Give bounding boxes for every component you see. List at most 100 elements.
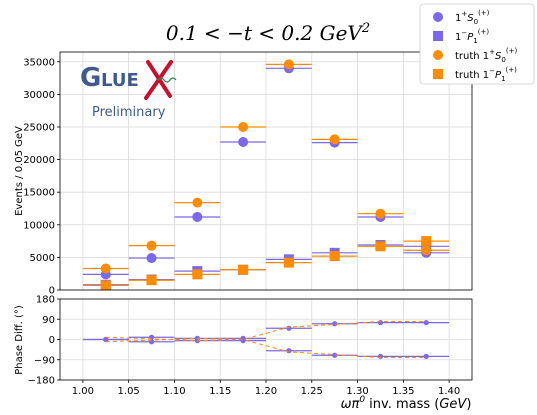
phase-point <box>103 336 109 343</box>
legend-label-part: 0 <box>501 56 505 64</box>
data-point-circle <box>100 263 111 274</box>
data-point-square <box>283 257 294 268</box>
logo-gluon-wave <box>157 77 177 83</box>
phase-y-tick-label: −180 <box>28 376 55 387</box>
phase-marks <box>82 320 450 359</box>
data-point-circle <box>146 253 157 264</box>
legend-label-part: 1 <box>455 13 461 24</box>
data-point-circle <box>146 240 157 251</box>
legend-box <box>419 3 535 85</box>
phase-y-ticks: −180 −90 0 90 180 <box>28 295 60 387</box>
yield-y-tick-label: 15000 <box>23 188 55 199</box>
phase-point <box>332 352 338 358</box>
phase-x-tick-label: 1.20 <box>255 386 277 397</box>
legend-label-part: + <box>489 48 495 56</box>
phase-y-tick-label: −90 <box>34 355 55 366</box>
yield-y-ticks: 0 5000 10000 15000 20000 25000 30000 35000 <box>23 57 60 297</box>
legend-label-part: (+) <box>506 66 518 74</box>
chart-title: 0.1 < −t < 0.2 GeV2 <box>166 21 370 45</box>
legend-label-part: truth 1 <box>455 70 489 81</box>
x-axis-label-rest: inv. mass ( <box>365 397 439 412</box>
chart-title-text: 0.1 < −t < 0.2 GeV <box>166 21 365 45</box>
phase-x-tick-label: 1.15 <box>209 386 231 397</box>
data-point-square <box>421 236 432 247</box>
legend-label-part: S <box>467 13 474 24</box>
phase-x-tick-label: 1.35 <box>392 386 414 397</box>
legend-label-part: 1 <box>455 32 461 43</box>
phase-point <box>423 353 429 359</box>
data-point-circle <box>238 136 249 147</box>
data-point-circle <box>375 208 386 219</box>
data-point-circle <box>283 59 294 70</box>
chart-title-sup: 2 <box>361 21 370 36</box>
phase-y-tick-label: 180 <box>36 295 55 306</box>
phase-x-tick-label: 1.10 <box>163 386 185 397</box>
data-point-circle <box>238 121 249 132</box>
phase-x-tick-label: 1.40 <box>438 386 460 397</box>
yield-y-tick-label: 5000 <box>30 253 55 264</box>
data-point-circle <box>192 197 203 208</box>
x-axis-label-close: ) <box>466 397 471 412</box>
logo-text-g: G <box>80 63 101 93</box>
legend: 1+S0(+)1−P1(+)truth 1+S0(+)truth 1−P1(+) <box>419 3 535 85</box>
legend-label-part: truth 1 <box>455 51 489 62</box>
data-point-circle <box>329 134 340 145</box>
yield-frame <box>59 51 473 291</box>
truth-phase-line <box>105 321 427 342</box>
legend-marker-square <box>433 69 443 79</box>
legend-label-part: (+) <box>506 47 518 55</box>
legend-label-part: (+) <box>478 28 490 36</box>
phase-point <box>332 321 338 327</box>
legend-label: truth 1+S0(+) <box>455 47 517 64</box>
legend-label: truth 1−P1(+) <box>455 66 517 83</box>
legend-label-part: + <box>461 10 467 18</box>
data-point-square <box>329 251 340 262</box>
data-point-square <box>375 241 386 252</box>
legend-label-part: P <box>467 32 474 43</box>
logo-text-lue: LUE <box>101 70 139 91</box>
yield-y-tick-label: 0 <box>49 286 55 297</box>
phase-y-axis-label: Phase Diff. (°) <box>14 305 25 375</box>
legend-label-part: 1 <box>501 75 505 83</box>
legend-label-part: − <box>489 67 495 75</box>
phase-y-tick-label: 0 <box>49 335 55 346</box>
legend-marker-circle <box>433 50 443 60</box>
phase-point <box>286 325 292 331</box>
data-point-square <box>146 275 157 286</box>
yield-y-tick-label: 25000 <box>23 122 55 133</box>
phase-x-tick-label: 1.00 <box>72 386 94 397</box>
data-point-square <box>100 280 111 291</box>
phase-x-ticks: 1.00 1.05 1.10 1.15 1.20 1.25 1.30 1.35 1.40 <box>72 380 460 397</box>
data-point-circle <box>421 245 432 256</box>
phase-y-tick-label: 90 <box>42 315 55 326</box>
legend-label-part: (+) <box>478 9 490 17</box>
logo-subtitle: Preliminary <box>92 105 166 120</box>
x-axis-label-unit: GeV <box>439 397 467 412</box>
phase-x-tick-label: 1.05 <box>118 386 140 397</box>
legend-label-part: P <box>495 70 502 81</box>
phase-x-tick-label: 1.25 <box>301 386 323 397</box>
data-point-square <box>192 269 203 280</box>
phase-point <box>377 320 384 326</box>
x-axis-label-sup: 0 <box>359 395 365 405</box>
yield-y-tick-label: 10000 <box>23 220 55 231</box>
yield-marks <box>82 59 450 291</box>
gluex-logo: G LUE Preliminary <box>80 60 177 120</box>
x-axis-label-main: ωπ <box>341 397 360 412</box>
x-axis-label: ωπ0 inv. mass (GeV) <box>341 395 472 412</box>
yield-y-tick-label: 20000 <box>23 155 55 166</box>
truth-phase-line <box>105 337 427 358</box>
phase-x-tick-label: 1.30 <box>346 386 368 397</box>
legend-label: 1+S0(+) <box>455 9 490 26</box>
yield-y-tick-label: 30000 <box>23 90 55 101</box>
yield-panel: 0 5000 10000 15000 20000 25000 30000 35000 Even… <box>14 51 473 297</box>
legend-label-part: 0 <box>474 18 478 26</box>
data-point-circle <box>192 211 203 222</box>
legend-marker-square <box>433 31 443 41</box>
legend-label-part: 1 <box>473 37 477 45</box>
phase-point <box>377 353 384 359</box>
phase-point <box>423 320 429 326</box>
legend-label: 1−P1(+) <box>455 28 489 45</box>
